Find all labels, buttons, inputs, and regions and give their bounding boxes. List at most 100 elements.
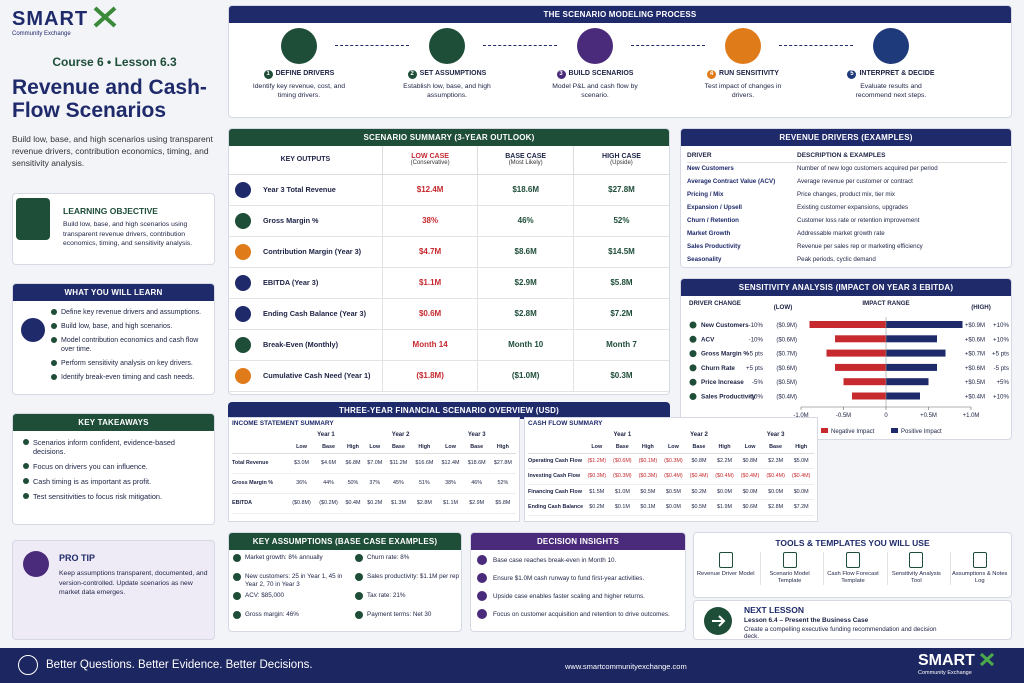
summary-label: Gross Margin % xyxy=(263,215,319,225)
summary-label: Contribution Margin (Year 3) xyxy=(263,246,362,256)
driver-icon xyxy=(689,393,697,400)
takeaways-title: KEY TAKEAWAYS xyxy=(13,414,214,431)
step-text: Establish low, base, and high assumption… xyxy=(403,83,491,99)
low-change: -10% xyxy=(749,336,764,343)
summary-icon xyxy=(235,367,251,384)
takeaway-item: Focus on drivers you can influence. xyxy=(23,462,208,471)
scenario-header: Low xyxy=(445,443,456,450)
summary-value: $7.2M xyxy=(572,298,669,329)
learn-list: Define key revenue drivers and assumptio… xyxy=(51,308,211,387)
low-change: -10% xyxy=(749,394,764,401)
summary-title: SCENARIO SUMMARY (3-YEAR OUTLOOK) xyxy=(229,129,669,146)
x-tick-label: 0 xyxy=(884,413,888,419)
bar-label: +$0.6M xyxy=(965,366,985,372)
drivers-title: REVENUE DRIVERS (EXAMPLES) xyxy=(681,129,1011,146)
summary-header-label: BASE CASE xyxy=(505,153,547,161)
tip-text: Keep assumptions transparent, documented… xyxy=(59,570,208,596)
high-label: (HIGH) xyxy=(971,304,991,311)
summary-value: $8.6M xyxy=(477,236,574,267)
assumption-icon xyxy=(233,554,241,562)
summary-row: Contribution Margin (Year 3) $4.7M $8.6M $1… xyxy=(229,236,669,267)
tool-name: Revenue Driver Model xyxy=(696,571,755,577)
assumption-text: Churn rate: 8% xyxy=(367,554,410,561)
step-number: 4 xyxy=(707,70,717,79)
course-line: Course 6 • Lesson 6.3 xyxy=(52,55,177,69)
takeaway-item: Test sensitivities to focus risk mitigat… xyxy=(23,492,208,501)
tool-item: Revenue Driver Model xyxy=(697,552,755,585)
high-change: -5 pts xyxy=(994,365,1009,372)
range-label: IMPACT RANGE xyxy=(862,300,909,307)
next-box: NEXT LESSON Lesson 6.4 – Present the Bus… xyxy=(693,600,1012,640)
drivers-row: Pricing / Mix Price changes, product mix,… xyxy=(687,188,1007,201)
overview-value: $18.6M xyxy=(467,460,486,466)
overview-row: Investing Cash Flow ($0.3M) ($0.3M) ($0.3M)… xyxy=(528,469,814,484)
takeaways-list: Scenarios inform confident, evidence-bas… xyxy=(23,438,208,507)
learn-item: Perform sensitivity analysis on key driv… xyxy=(51,359,211,368)
summary-label-cell: Cumulative Cash Need (Year 1) xyxy=(229,360,382,391)
logo: SMART Community Exchange xyxy=(12,6,117,37)
insight-text: Base case reaches break-even in Month 10… xyxy=(493,556,617,564)
overview-row-label: Gross Margin % xyxy=(232,480,274,486)
assumption-text: New customers: 25 in Year 1, 45 in Year … xyxy=(245,573,343,588)
overview-row-label: EBITDA xyxy=(232,500,253,506)
overview-value: $0.0M xyxy=(717,488,732,495)
scenario-header: Low xyxy=(296,443,307,450)
overview-row: Total Revenue $3.0M $4.6M $6.8M $7.0M $11.2M $… xyxy=(232,453,516,473)
driver-description: Price changes, product mix, tier mix xyxy=(797,191,896,198)
overview-value: $6.8M xyxy=(345,460,361,466)
year-header: Year 2 xyxy=(690,432,708,438)
drivers-row: Churn / Retention Customer loss rate or r… xyxy=(687,214,1007,227)
impact-bar xyxy=(835,363,886,371)
summary-label-cell: EBITDA (Year 3) xyxy=(229,267,382,298)
footer-logo: SMART Community Exchange xyxy=(918,652,995,676)
low-change: -10% xyxy=(749,322,764,329)
assumption-icon xyxy=(355,554,363,562)
impact-bar xyxy=(835,335,886,343)
driver-name: Average Contract Value (ACV) xyxy=(687,178,776,185)
insight-icon xyxy=(477,591,487,601)
insights-box: DECISION INSIGHTS Base case reaches brea… xyxy=(470,532,686,632)
summary-icon xyxy=(235,212,251,229)
summary-value: $27.8M xyxy=(572,174,669,205)
insight-item: Focus on customer acquisition and retent… xyxy=(477,609,679,619)
tools-list: Revenue Driver Model Scenario Model Templ… xyxy=(694,548,1011,585)
summary-value: 52% xyxy=(572,205,669,236)
scenario-header: Low xyxy=(369,443,381,450)
insights-title: DECISION INSIGHTS xyxy=(471,533,685,550)
summary-label: Break-Even (Monthly) xyxy=(263,339,339,349)
impact-bar xyxy=(843,378,886,386)
bar-label: ($0.4M) xyxy=(776,395,797,401)
assumption-icon xyxy=(233,611,241,619)
overview-value: 50% xyxy=(347,480,359,486)
summary-value: 38% xyxy=(381,205,478,236)
high-change: +10% xyxy=(993,322,1009,329)
summary-row: Cumulative Cash Need (Year 1) ($1.8M) ($1.… xyxy=(229,360,669,391)
bar-label: ($0.6M) xyxy=(776,337,797,343)
overview-row: Gross Margin % 36% 44% 50% 37% 45% 51% 38% 46% 52… xyxy=(232,473,516,493)
assumption-text: Sales productivity: $1.1M per rep xyxy=(367,573,460,580)
impact-bar xyxy=(852,392,886,400)
overview-value: $2.8M xyxy=(416,500,432,506)
tool-name: Assumptions & Notes Log xyxy=(952,571,1008,584)
assumption-item: Tax rate: 21% xyxy=(355,592,461,609)
overview-row-label: Financing Cash Flow xyxy=(528,488,582,495)
assumption-text: Payment terms: Net 30 xyxy=(367,611,432,618)
impact-bar xyxy=(886,335,937,343)
x-tick-label: -0.5M xyxy=(836,413,851,419)
footer-brand-sub: Community Exchange xyxy=(918,670,972,676)
assumption-item: Gross margin: 46% xyxy=(233,611,351,628)
page-title: Revenue and Cash-Flow Scenarios xyxy=(12,76,207,122)
brand: SMART xyxy=(12,8,89,30)
year-header: Year 2 xyxy=(391,432,410,438)
summary-value: Month 7 xyxy=(572,329,669,360)
assumption-item: ACV: $85,000 xyxy=(233,592,351,609)
tool-icon xyxy=(782,552,797,568)
overview-row: Operating Cash Flow ($1.2M) ($0.6M) ($0.1M)… xyxy=(528,453,814,469)
year-header: Year 3 xyxy=(766,432,785,438)
driver-name: Gross Margin % xyxy=(701,351,749,358)
step-title: BUILD SCENARIOS xyxy=(568,70,634,77)
takeaways-box: KEY TAKEAWAYS Scenarios inform confident… xyxy=(12,413,215,525)
footer-tagline: Better Questions. Better Evidence. Bette… xyxy=(46,659,313,671)
summary-label-cell: Break-Even (Monthly) xyxy=(229,329,382,360)
assumption-item: Market growth: 8% annually xyxy=(233,554,351,571)
